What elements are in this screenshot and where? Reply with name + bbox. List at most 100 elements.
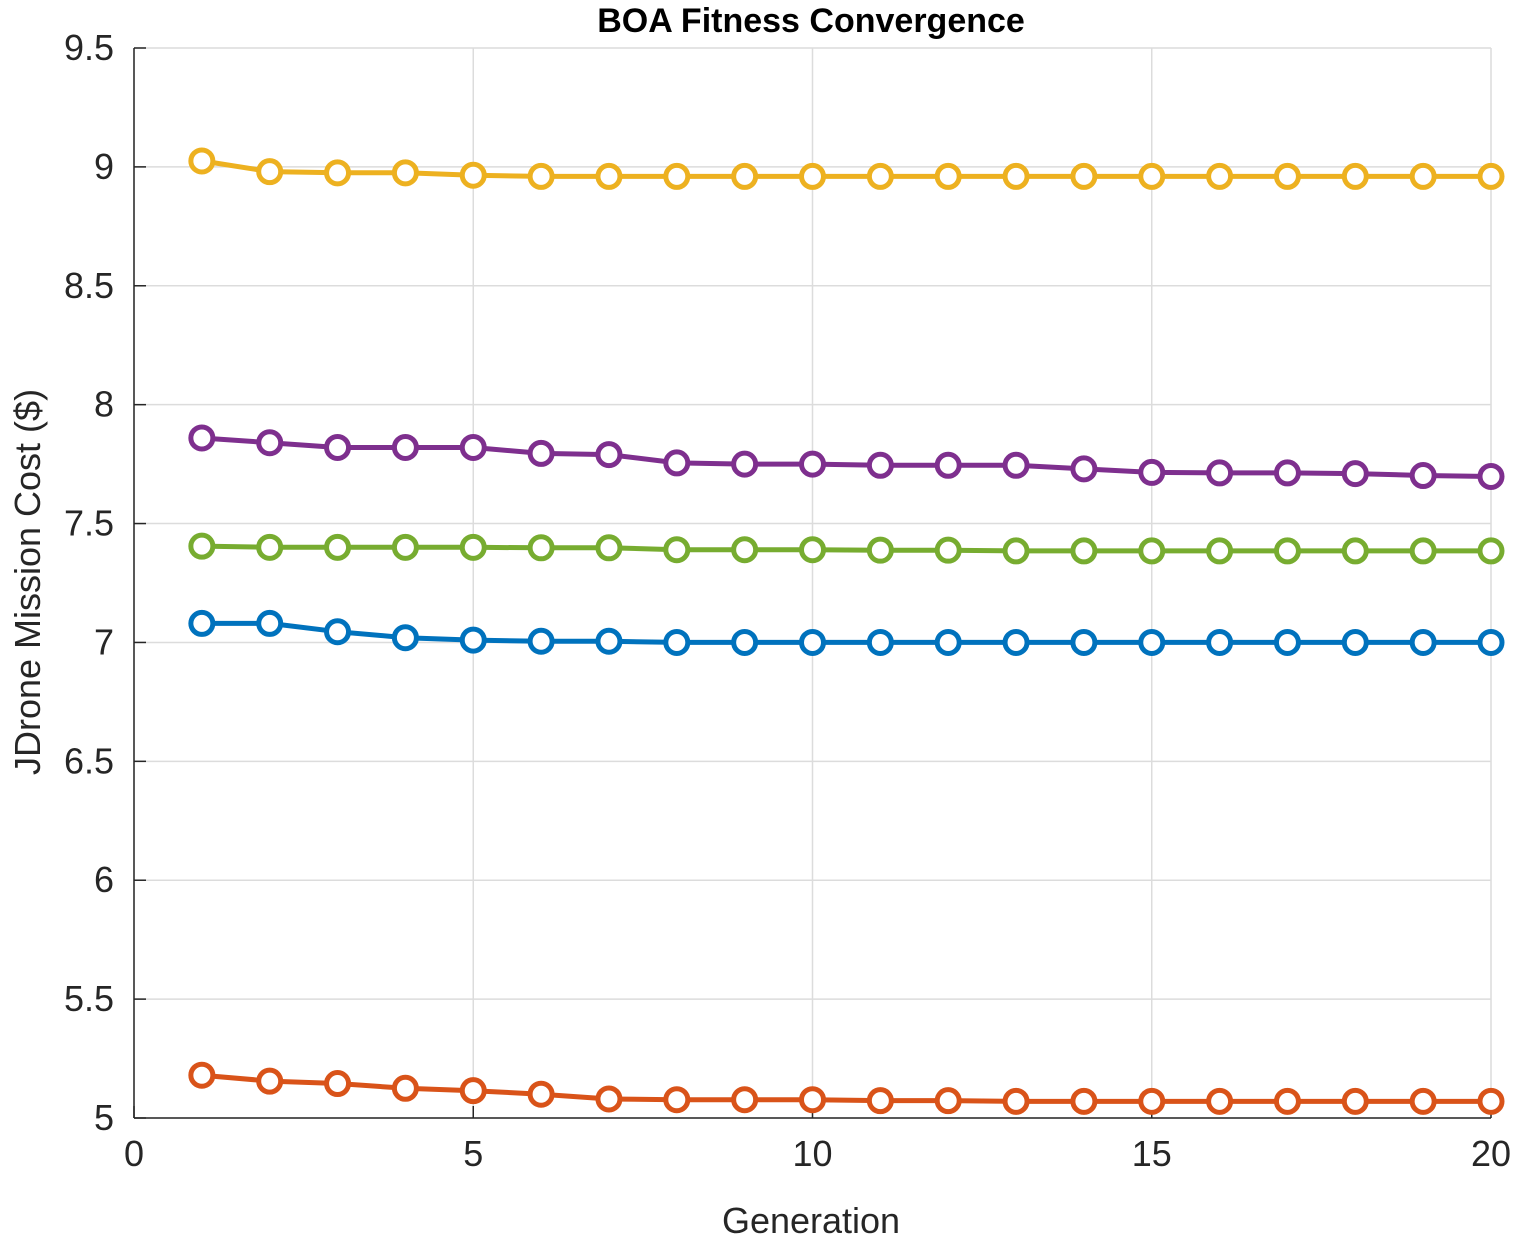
data-point: [731, 1086, 759, 1114]
series-group: [188, 147, 1505, 1115]
x-tick-label: 15: [1132, 1133, 1172, 1174]
data-point: [934, 536, 962, 564]
data-point: [1002, 451, 1030, 479]
data-point: [1409, 1087, 1437, 1115]
data-point: [1206, 628, 1234, 656]
data-point: [663, 1086, 691, 1114]
data-point: [1002, 1087, 1030, 1115]
y-tick-label: 7: [94, 621, 114, 662]
data-point: [866, 451, 894, 479]
series-2: [188, 1061, 1505, 1115]
x-tick-label: 0: [124, 1133, 144, 1174]
x-tick-label: 5: [463, 1133, 483, 1174]
data-point: [1138, 1087, 1166, 1115]
data-point: [934, 451, 962, 479]
data-point: [1341, 628, 1369, 656]
y-tick-label: 5.5: [64, 978, 114, 1019]
data-point: [731, 536, 759, 564]
data-point: [1409, 462, 1437, 490]
data-point: [1477, 537, 1505, 565]
data-point: [1341, 460, 1369, 488]
data-point: [1002, 537, 1030, 565]
data-point: [391, 159, 419, 187]
data-point: [527, 439, 555, 467]
data-point: [595, 162, 623, 190]
y-tick-label: 7.5: [64, 503, 114, 544]
data-point: [663, 162, 691, 190]
data-point: [527, 162, 555, 190]
y-tick-label: 6.5: [64, 740, 114, 781]
data-point: [866, 162, 894, 190]
grid-lines: [133, 47, 1492, 1119]
y-tick-label: 6: [94, 859, 114, 900]
data-point: [866, 1087, 894, 1115]
data-point: [459, 626, 487, 654]
data-point: [1477, 462, 1505, 490]
data-point: [595, 627, 623, 655]
x-axis-label: Generation: [722, 1200, 900, 1239]
data-point: [1273, 459, 1301, 487]
data-point: [459, 433, 487, 461]
data-point: [1206, 537, 1234, 565]
series-3: [188, 147, 1505, 190]
data-point: [324, 618, 352, 646]
data-point: [663, 536, 691, 564]
data-point: [188, 609, 216, 637]
data-point: [1070, 1087, 1098, 1115]
data-point: [1273, 628, 1301, 656]
data-point: [595, 1085, 623, 1113]
data-point: [866, 628, 894, 656]
data-point: [799, 536, 826, 564]
data-point: [324, 533, 352, 561]
data-point: [1206, 459, 1234, 487]
y-tick-label: 5: [94, 1097, 114, 1138]
data-point: [1477, 628, 1505, 656]
data-point: [1002, 162, 1030, 190]
chart-title: BOA Fitness Convergence: [597, 2, 1025, 40]
data-point: [799, 450, 826, 478]
x-tick-label: 20: [1471, 1133, 1511, 1174]
data-point: [1002, 628, 1030, 656]
data-point: [731, 450, 759, 478]
data-point: [1341, 162, 1369, 190]
y-axis-label: JDrone Mission Cost ($): [7, 389, 48, 775]
data-point: [324, 159, 352, 187]
data-point: [459, 1077, 487, 1105]
y-tick-label: 8.5: [64, 265, 114, 306]
data-point: [188, 424, 216, 452]
series-1: [188, 609, 1505, 656]
data-point: [934, 162, 962, 190]
data-point: [256, 429, 284, 457]
data-point: [799, 1086, 826, 1114]
data-point: [391, 624, 419, 652]
data-point: [1273, 162, 1301, 190]
data-point: [1206, 1087, 1234, 1115]
data-point: [391, 433, 419, 461]
data-point: [256, 158, 284, 186]
data-point: [1477, 1087, 1505, 1115]
data-point: [324, 433, 352, 461]
data-point: [459, 533, 487, 561]
data-point: [934, 628, 962, 656]
data-point: [595, 534, 623, 562]
data-point: [1138, 458, 1166, 486]
data-point: [391, 533, 419, 561]
data-point: [1070, 455, 1098, 483]
data-point: [731, 628, 759, 656]
data-point: [1070, 537, 1098, 565]
data-point: [731, 162, 759, 190]
data-point: [1409, 537, 1437, 565]
data-point: [1273, 1087, 1301, 1115]
data-point: [1273, 537, 1301, 565]
data-point: [1070, 162, 1098, 190]
data-point: [188, 532, 216, 560]
data-point: [934, 1087, 962, 1115]
y-tick-label: 8: [94, 384, 114, 425]
data-point: [1138, 537, 1166, 565]
data-point: [799, 162, 826, 190]
data-point: [188, 1061, 216, 1089]
data-point: [256, 533, 284, 561]
data-point: [1477, 162, 1505, 190]
y-tick-label: 9: [94, 146, 114, 187]
